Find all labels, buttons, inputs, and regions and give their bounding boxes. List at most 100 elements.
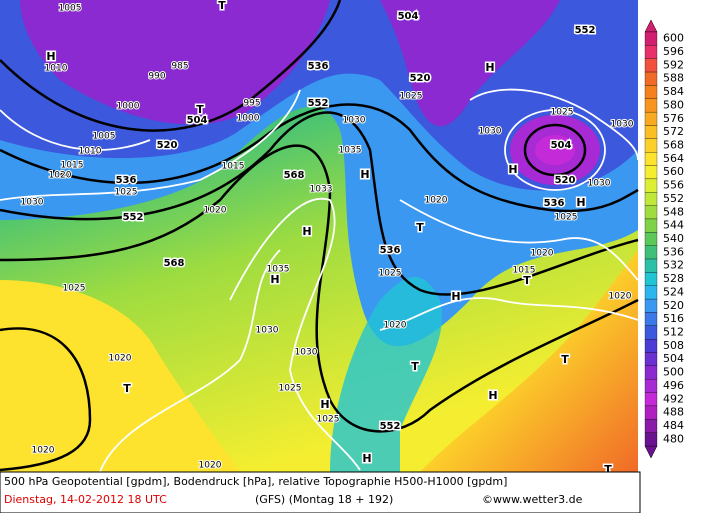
colorbar-cell bbox=[644, 365, 658, 380]
colorbar-label: 584 bbox=[663, 85, 684, 98]
pressure-center: T bbox=[411, 360, 419, 373]
colorbar-label: 576 bbox=[663, 112, 684, 125]
colorbar-label: 592 bbox=[663, 58, 684, 71]
colorbar-label: 536 bbox=[663, 245, 684, 258]
colorbar-cell bbox=[644, 178, 658, 193]
colorbar-label: 492 bbox=[663, 392, 684, 405]
isobar-label: 1015 bbox=[513, 266, 536, 276]
isobar-label: 1005 bbox=[59, 4, 82, 14]
isobar-label: 1030 bbox=[479, 127, 502, 137]
isobar-label: 1020 bbox=[49, 171, 72, 181]
colorbar-cell bbox=[644, 58, 658, 73]
isobar-label: 1020 bbox=[32, 446, 55, 456]
height-label: 504 bbox=[398, 11, 419, 22]
colorbar-cell bbox=[644, 232, 658, 246]
colorbar-cell bbox=[644, 432, 658, 447]
height-label: 504 bbox=[187, 115, 208, 126]
colorbar-label: 516 bbox=[663, 312, 684, 325]
colorbar-label: 512 bbox=[663, 325, 684, 338]
colorbar-label: 572 bbox=[663, 125, 684, 138]
colorbar-label: 552 bbox=[663, 192, 684, 205]
height-label: 536 bbox=[308, 61, 329, 72]
height-label: 536 bbox=[380, 245, 401, 256]
colorbar-cell bbox=[644, 245, 658, 260]
colorbar-cell bbox=[644, 31, 658, 46]
height-label: 552 bbox=[380, 421, 401, 432]
colorbar-cell bbox=[644, 379, 658, 393]
footer-model: (GFS) (Montag 18 + 192) bbox=[255, 493, 393, 506]
pressure-center: H bbox=[576, 196, 585, 209]
map-labels: 552 504 536 520 552 504 520 536 552 568 568 536 504 5… bbox=[20, 0, 635, 478]
isobar-label: 1025 bbox=[400, 92, 423, 102]
colorbar-cell bbox=[644, 138, 658, 153]
isobar-label: 1025 bbox=[115, 188, 138, 198]
pressure-center: H bbox=[302, 225, 311, 238]
height-label: 520 bbox=[410, 73, 431, 84]
colorbar-label: 540 bbox=[663, 232, 684, 245]
height-label: 536 bbox=[544, 198, 565, 209]
pressure-center: T bbox=[218, 0, 226, 12]
colorbar-cell bbox=[644, 111, 658, 126]
isobar-label: 1030 bbox=[256, 326, 279, 336]
pressure-center: H bbox=[508, 163, 517, 176]
colorbar-cell bbox=[644, 125, 658, 139]
isobar-label: 1010 bbox=[45, 64, 68, 74]
isobar-label: 1033 bbox=[310, 185, 333, 195]
colorbar-label: 548 bbox=[663, 205, 684, 218]
map bbox=[0, 0, 639, 473]
colorbar-cell bbox=[644, 71, 658, 86]
isobar-label: 990 bbox=[148, 72, 165, 82]
pressure-center: T bbox=[523, 274, 531, 287]
isobar-label: 985 bbox=[171, 62, 188, 72]
pressure-center: H bbox=[320, 398, 329, 411]
height-label: 520 bbox=[555, 175, 576, 186]
isobar-label: 1025 bbox=[551, 108, 574, 118]
pressure-center: H bbox=[46, 50, 55, 63]
footer-date: Dienstag, 14-02-2012 18 UTC bbox=[4, 493, 167, 506]
isobar-label: 1020 bbox=[384, 321, 407, 331]
height-label: 568 bbox=[164, 258, 185, 269]
isobar-label: 995 bbox=[243, 99, 260, 109]
pressure-center: H bbox=[270, 273, 279, 286]
footer-box bbox=[0, 471, 641, 513]
colorbar-label: 480 bbox=[663, 432, 684, 445]
height-label: 536 bbox=[116, 175, 137, 186]
colorbar-cell bbox=[644, 312, 658, 326]
height-label: 568 bbox=[284, 170, 305, 181]
isobar-label: 1025 bbox=[317, 415, 340, 425]
isobar-label: 1005 bbox=[93, 132, 116, 142]
colorbar-cell bbox=[644, 85, 658, 99]
pressure-center: T bbox=[561, 353, 569, 366]
colorbar-cell bbox=[644, 258, 658, 273]
colorbar-label: 500 bbox=[663, 366, 684, 379]
colorbar-label: 568 bbox=[663, 139, 684, 152]
isobar-label: 1020 bbox=[531, 249, 554, 259]
colorbar-label: 532 bbox=[663, 259, 684, 272]
pressure-center: T bbox=[196, 103, 204, 116]
isobar-label: 1020 bbox=[425, 196, 448, 206]
isobar-label: 1030 bbox=[343, 116, 366, 126]
pressure-center: H bbox=[360, 168, 369, 181]
colorbar-cell bbox=[644, 98, 658, 113]
isobar-label: 1015 bbox=[222, 162, 245, 172]
isobar-label: 1030 bbox=[295, 348, 318, 358]
footer-credit: ©www.wetter3.de bbox=[482, 493, 583, 506]
pressure-center: H bbox=[451, 290, 460, 303]
isobar-label: 1025 bbox=[555, 213, 578, 223]
colorbar-cell bbox=[644, 165, 658, 180]
colorbar-cell bbox=[644, 419, 658, 433]
isobar-label: 1010 bbox=[79, 147, 102, 157]
isobar-label: 1000 bbox=[117, 102, 140, 112]
colorbar-cell bbox=[644, 325, 658, 340]
height-label: 520 bbox=[157, 140, 178, 151]
colorbar-label: 504 bbox=[663, 352, 684, 365]
height-label: 552 bbox=[123, 212, 144, 223]
isobar-label: 1015 bbox=[61, 161, 84, 171]
isobar-label: 1025 bbox=[379, 269, 402, 279]
pressure-center: T bbox=[416, 221, 424, 234]
colorbar-cell bbox=[644, 405, 658, 420]
isobar-label: 1030 bbox=[611, 120, 634, 130]
colorbar-label: 544 bbox=[663, 219, 684, 232]
isobar-label: 1020 bbox=[199, 461, 222, 471]
isobar-label: 1035 bbox=[267, 265, 290, 275]
